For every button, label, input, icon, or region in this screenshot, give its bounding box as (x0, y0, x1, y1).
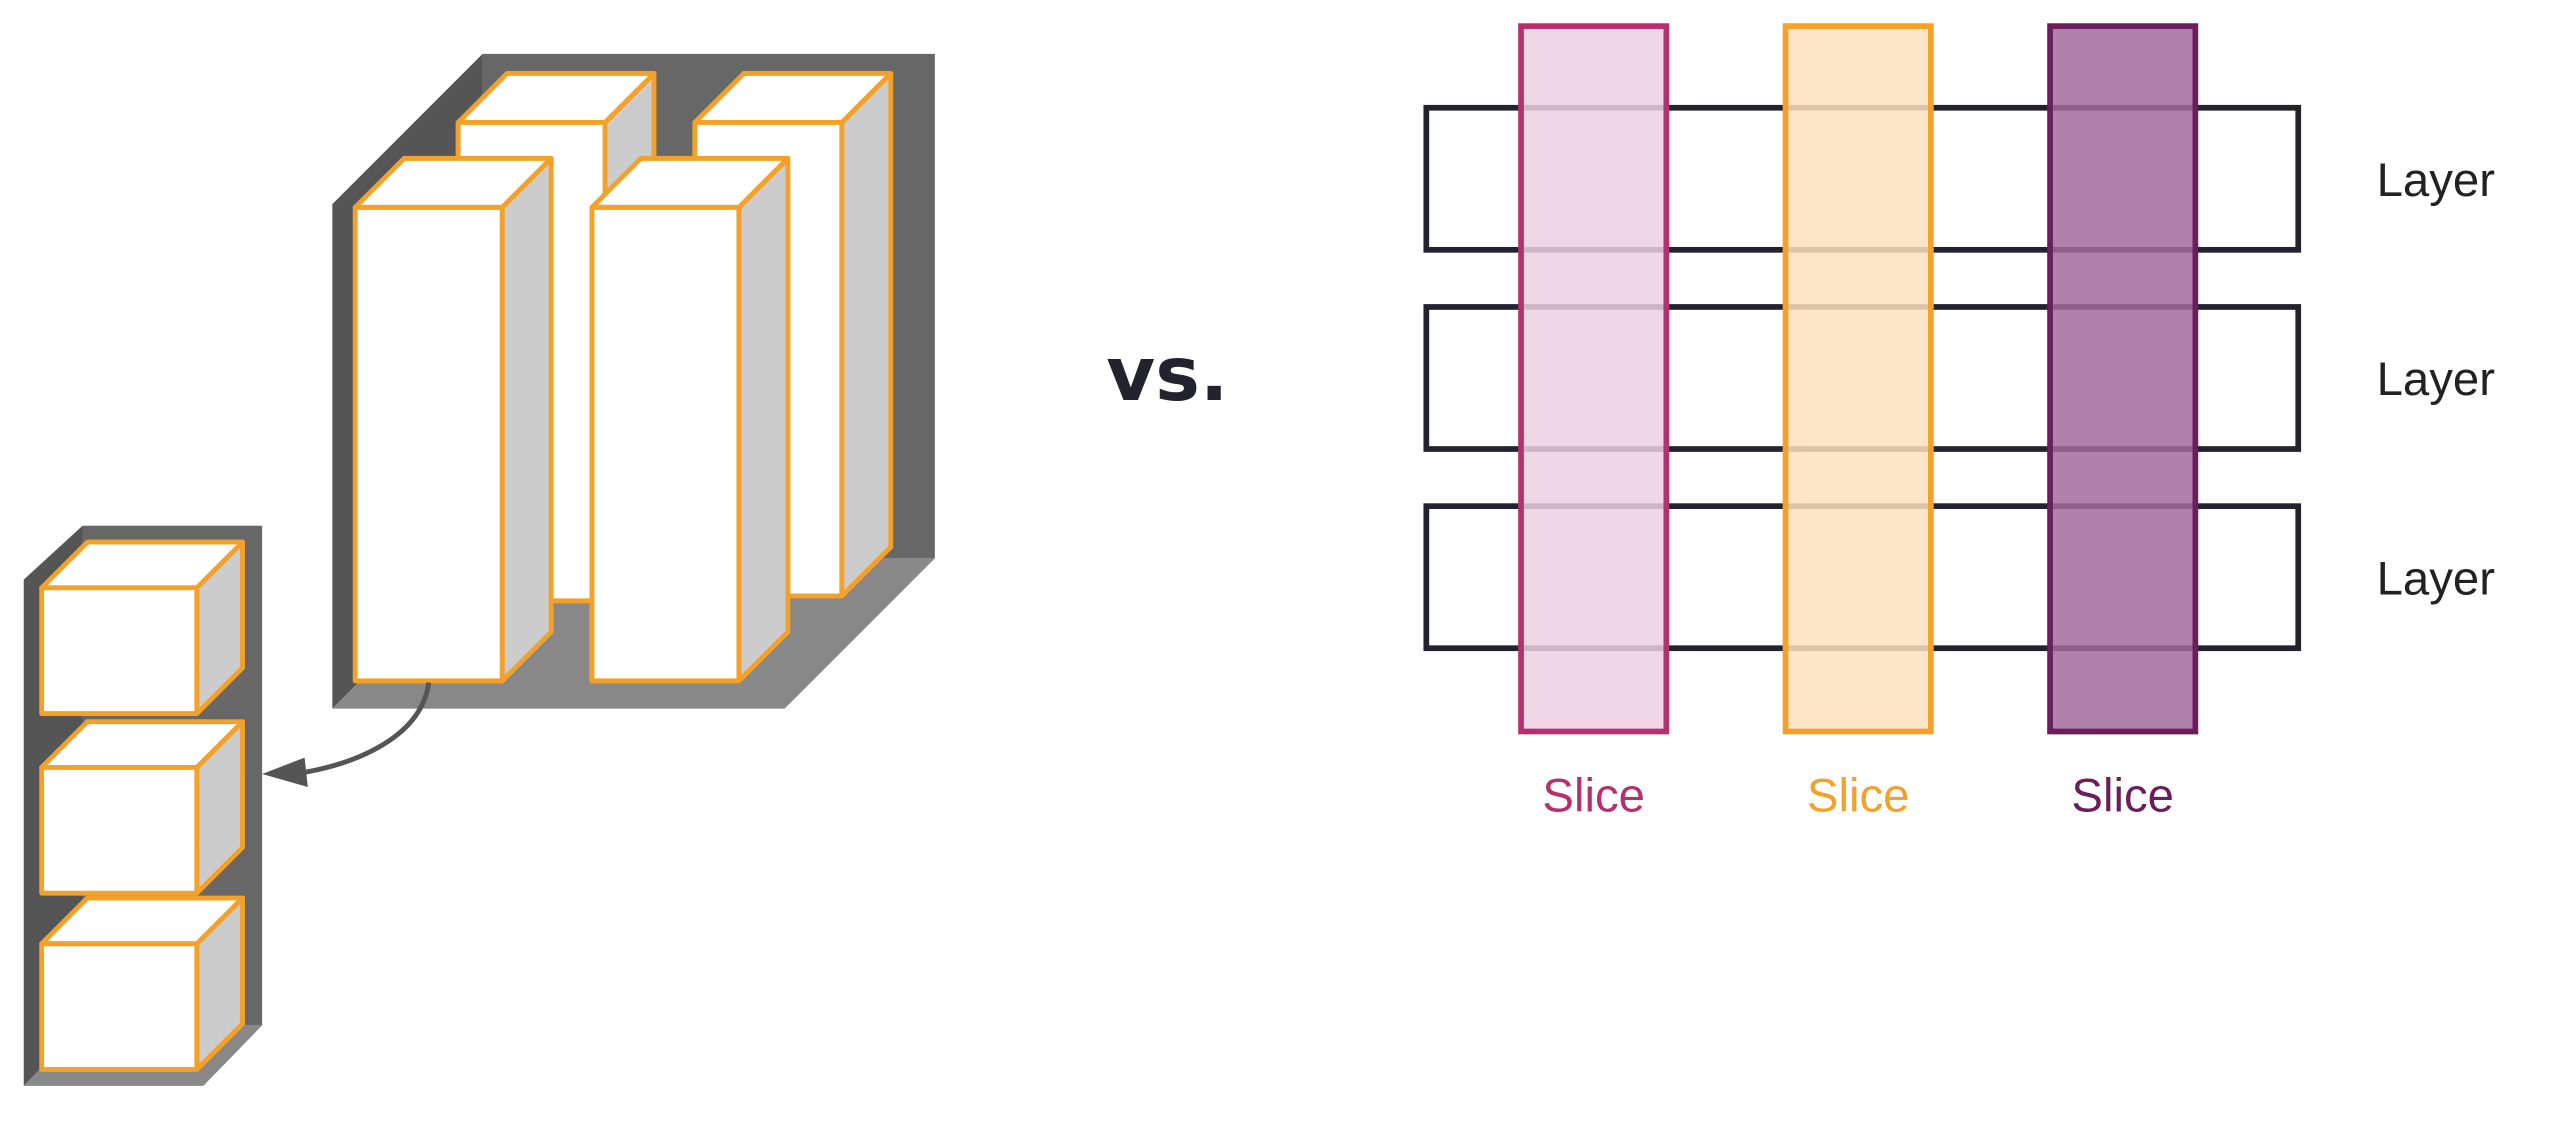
layer-label: Layer (2377, 552, 2495, 605)
slice-label: Slice (2071, 770, 2174, 823)
layer-label: Layer (2377, 154, 2495, 207)
layers-vs-slices-illustration: Layer Layer Layer Slice Slice Slice (1423, 23, 2495, 823)
column-block-side (736, 155, 791, 684)
row-block (39, 895, 245, 1072)
slice-label: Slice (1807, 770, 1910, 823)
row-block-front (39, 941, 200, 1072)
slice-column (1782, 23, 1934, 735)
row-block (39, 539, 245, 716)
row-block-front (39, 585, 200, 716)
vs-separator: vs. (1106, 330, 1228, 418)
arrow-head-icon (262, 757, 308, 788)
column-block (589, 155, 791, 684)
slice-label: Slice (1542, 770, 1645, 823)
row-block-front (39, 764, 200, 896)
column-block-front (589, 204, 742, 684)
slice-column (1518, 23, 1670, 735)
column-block (352, 155, 554, 684)
row-block (39, 719, 245, 896)
slice-column (2047, 23, 2199, 735)
column-store-illustration (23, 53, 935, 1086)
column-block-side (839, 71, 894, 599)
layer-label: Layer (2377, 353, 2495, 406)
arrow-connector (294, 682, 432, 777)
column-block-front (352, 204, 505, 684)
column-block-side (499, 155, 554, 684)
